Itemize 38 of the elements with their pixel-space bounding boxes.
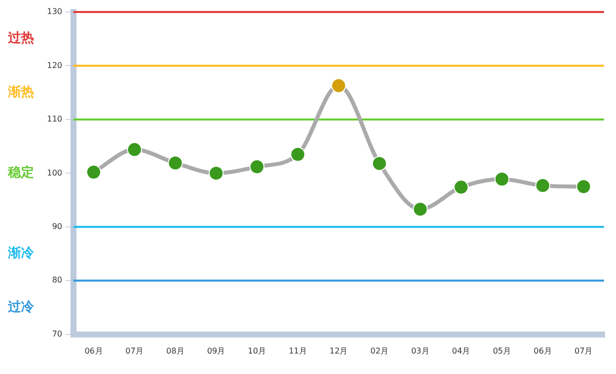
y-tick-label: 100 [46,168,62,178]
x-tick-label: 03月 [411,346,430,356]
y-tick-label: 70 [52,329,62,338]
x-tick-label: 08月 [166,346,184,356]
point [535,178,550,194]
x-tick-label: 09月 [207,346,226,356]
y-tick-label: 80 [52,276,62,285]
point [208,166,224,181]
y-tick-label: 90 [52,222,62,232]
x-tick-label: 07月 [125,346,144,356]
point [372,156,387,172]
point [576,179,592,194]
text: 渐冷 [7,246,35,262]
x-tick-label: 10月 [248,346,266,356]
x-tick-label: 11月 [288,346,307,356]
x-tick-label: 12月 [330,346,348,356]
x-tick-label: 05月 [492,346,512,356]
y-tick-label: 110 [46,114,62,124]
point [412,202,428,217]
text: 过冷 [7,300,35,315]
x-tick-label: 07月 [574,346,593,356]
x-tick-label: 06月 [534,346,552,356]
point [168,155,183,170]
text: 过热 [7,31,34,46]
point [454,180,469,195]
point [494,172,510,187]
point [127,142,142,158]
point [249,159,264,174]
text: 稳定 [7,164,34,181]
text: 渐热 [7,84,34,100]
x-tick-label: 02月 [370,346,389,356]
y-tick-label: 120 [46,60,62,70]
y-tick-label: 130 [46,7,62,16]
x-tick-label: 06月 [84,346,103,356]
x-tick-label: 04月 [452,346,470,356]
point [331,78,346,94]
point [86,164,102,180]
point [290,146,306,162]
